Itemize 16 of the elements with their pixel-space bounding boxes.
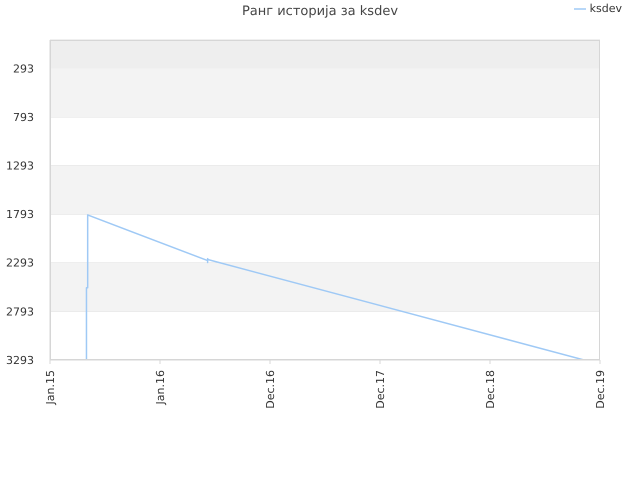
line-series: [86, 214, 585, 360]
y-tick-label: 293: [13, 62, 34, 76]
chart-title: Ранг историја за ksdev: [242, 4, 398, 19]
x-tick-label: Jan.16: [154, 370, 166, 406]
y-tick-label: 2793: [6, 305, 34, 318]
x-tick-label: Dec.17: [374, 370, 386, 409]
x-tick-label: Dec.16: [264, 370, 276, 409]
y-tick-label: 1793: [6, 208, 34, 222]
y-tick-label: 2293: [6, 256, 34, 270]
legend-label: ksdev: [590, 2, 622, 15]
y-tick-label: 1293: [6, 160, 34, 173]
x-tick-label: Dec.18: [484, 370, 496, 409]
y-tick-label: 793: [13, 110, 34, 124]
x-tick-label: Dec.19: [594, 370, 606, 409]
y-tick-label: 3293: [6, 354, 34, 367]
x-tick-label: Jan.15: [44, 370, 56, 406]
